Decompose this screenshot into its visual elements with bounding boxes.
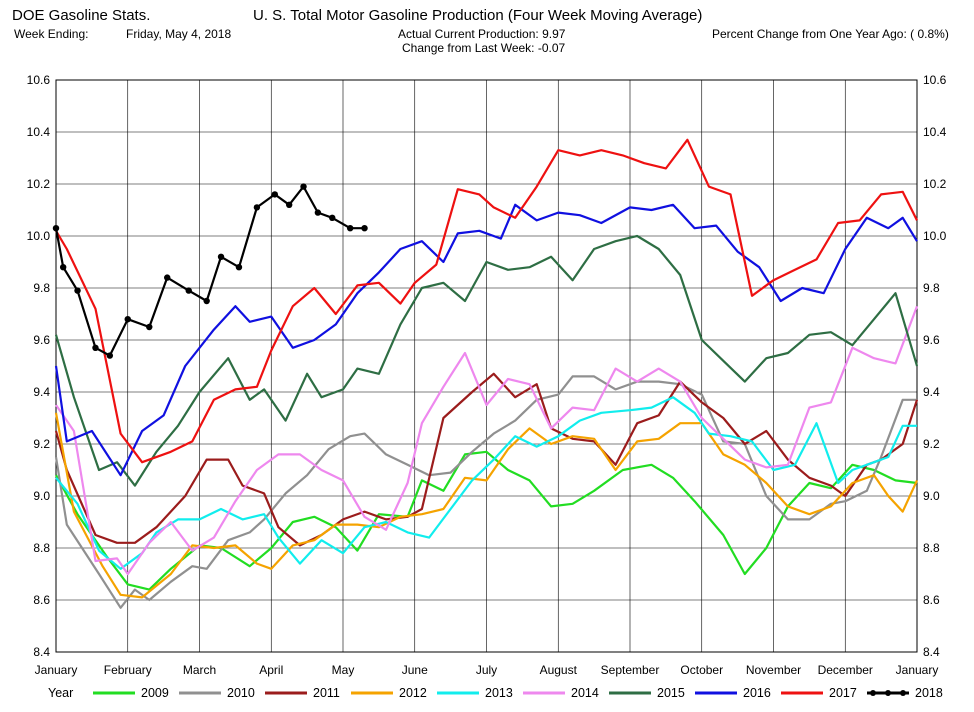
series-line-2013 [55, 396, 917, 570]
data-point-2018 [92, 344, 99, 351]
x-tick-label: January [35, 663, 78, 677]
series-line-2011 [54, 372, 919, 547]
actual-production-value: 9.97 [542, 27, 566, 41]
y-tick-label-right: 10.2 [923, 177, 947, 191]
x-tick-label: July [476, 663, 497, 677]
data-point-2018 [235, 264, 243, 271]
legend-label-2011: 2011 [313, 686, 340, 700]
x-tick-label: January [896, 663, 939, 677]
series-line-2016 [54, 203, 918, 477]
legend-title: Year [48, 686, 73, 700]
y-tick-label-left: 10.6 [27, 73, 51, 87]
x-tick-label: September [601, 663, 660, 677]
percent-change: Percent Change from One Year Ago: ( 0.8%… [712, 27, 949, 41]
week-ending-label: Week Ending: [14, 27, 89, 41]
x-tick-label: March [183, 663, 216, 677]
x-tick-label: October [680, 663, 723, 677]
chart-title: U. S. Total Motor Gasoline Production (F… [253, 7, 703, 24]
legend-label-2010: 2010 [227, 686, 255, 700]
data-point-2018 [271, 191, 279, 198]
series-line-2017 [55, 138, 918, 464]
legend: Year 2009 2010 2011 2012 2013 2014 2015 2016 2017… [48, 686, 943, 700]
data-point-2018 [106, 352, 114, 359]
series-line-2012 [54, 412, 918, 599]
data-point-2018 [285, 201, 293, 208]
actual-production-label: Actual Current Production: [398, 27, 539, 41]
y-tick-label-left: 9.8 [33, 281, 50, 295]
y-tick-label-left: 10.4 [27, 125, 51, 139]
legend-label-2013: 2013 [485, 686, 513, 700]
y-tick-label-right: 8.6 [923, 593, 940, 607]
legend-label-2012: 2012 [399, 686, 427, 700]
y-tick-label-right: 10.6 [923, 73, 947, 87]
y-tick-label-right: 8.4 [923, 645, 940, 659]
data-point-2018 [346, 225, 354, 232]
legend-label-2018: 2018 [915, 686, 943, 700]
x-tick-label: April [259, 663, 283, 677]
change-last-week: Change from Last Week: -0.07 [402, 41, 565, 55]
data-point-2018 [74, 287, 81, 294]
data-point-2018 [329, 214, 336, 221]
y-tick-label-left: 9.2 [33, 437, 50, 451]
legend-label-2016: 2016 [743, 686, 771, 700]
y-tick-label-left: 8.8 [33, 541, 50, 555]
data-point-2018 [361, 225, 368, 232]
data-point-2018 [185, 287, 192, 294]
change-last-week-label: Change from Last Week: [402, 41, 535, 55]
y-tick-label-left: 10.2 [27, 177, 51, 191]
legend-marker-2018 [870, 690, 876, 696]
data-point-2018 [124, 316, 131, 323]
y-tick-label-right: 9.8 [923, 281, 940, 295]
y-tick-label-right: 9.0 [923, 489, 940, 503]
y-tick-label-left: 9.0 [33, 489, 50, 503]
x-tick-label: August [540, 663, 578, 677]
axes: 8.4 8.4 8.6 8.6 8.8 8.8 9.0 9.0 9.2 9.2 9.4 9.4 9.6 9… [27, 73, 947, 677]
data-point-2018 [59, 264, 67, 271]
data-point-2018 [300, 183, 307, 190]
y-tick-label-left: 8.6 [33, 593, 50, 607]
data-point-2018 [146, 323, 153, 331]
series-line-2014 [55, 305, 919, 576]
x-tick-label: June [402, 663, 428, 677]
data-point-2018 [314, 209, 322, 216]
data-point-2018 [203, 297, 210, 305]
y-tick-label-left: 10.0 [27, 229, 51, 243]
data-point-2018 [52, 225, 60, 232]
series-line-2010 [54, 375, 917, 609]
percent-change-label: Percent Change from One Year Ago: [712, 27, 907, 41]
y-tick-label-right: 9.6 [923, 333, 940, 347]
y-tick-label-left: 8.4 [33, 645, 50, 659]
legend-marker-2018 [885, 690, 891, 696]
source-title: DOE Gasoline Stats. [12, 7, 151, 24]
y-tick-label-right: 10.4 [923, 125, 947, 139]
week-ending-value: Friday, May 4, 2018 [126, 27, 232, 41]
y-tick-label-right: 9.4 [923, 385, 940, 399]
x-tick-label: November [746, 663, 801, 677]
percent-change-value: ( 0.8%) [910, 27, 949, 41]
data-point-2018 [253, 204, 261, 211]
y-tick-label-left: 9.4 [33, 385, 50, 399]
data-point-2018 [217, 253, 225, 260]
legend-label-2014: 2014 [571, 686, 599, 700]
x-tick-label: February [104, 663, 152, 677]
y-tick-label-right: 10.0 [923, 229, 947, 243]
legend-label-2009: 2009 [141, 686, 169, 700]
change-last-week-value: -0.07 [537, 41, 566, 55]
series-line-2015 [54, 234, 919, 487]
legend-marker-2018 [900, 690, 906, 696]
legend-label-2017: 2017 [829, 686, 857, 700]
data-point-2018 [164, 274, 171, 281]
legend-label-2015: 2015 [657, 686, 685, 700]
y-tick-label-left: 9.6 [33, 333, 50, 347]
y-tick-label-right: 8.8 [923, 541, 940, 555]
series-lines [52, 138, 919, 609]
actual-production: Actual Current Production: 9.97 [398, 27, 565, 41]
x-tick-label: May [332, 663, 355, 677]
x-tick-label: December [818, 663, 873, 677]
y-tick-label-right: 9.2 [923, 437, 940, 451]
